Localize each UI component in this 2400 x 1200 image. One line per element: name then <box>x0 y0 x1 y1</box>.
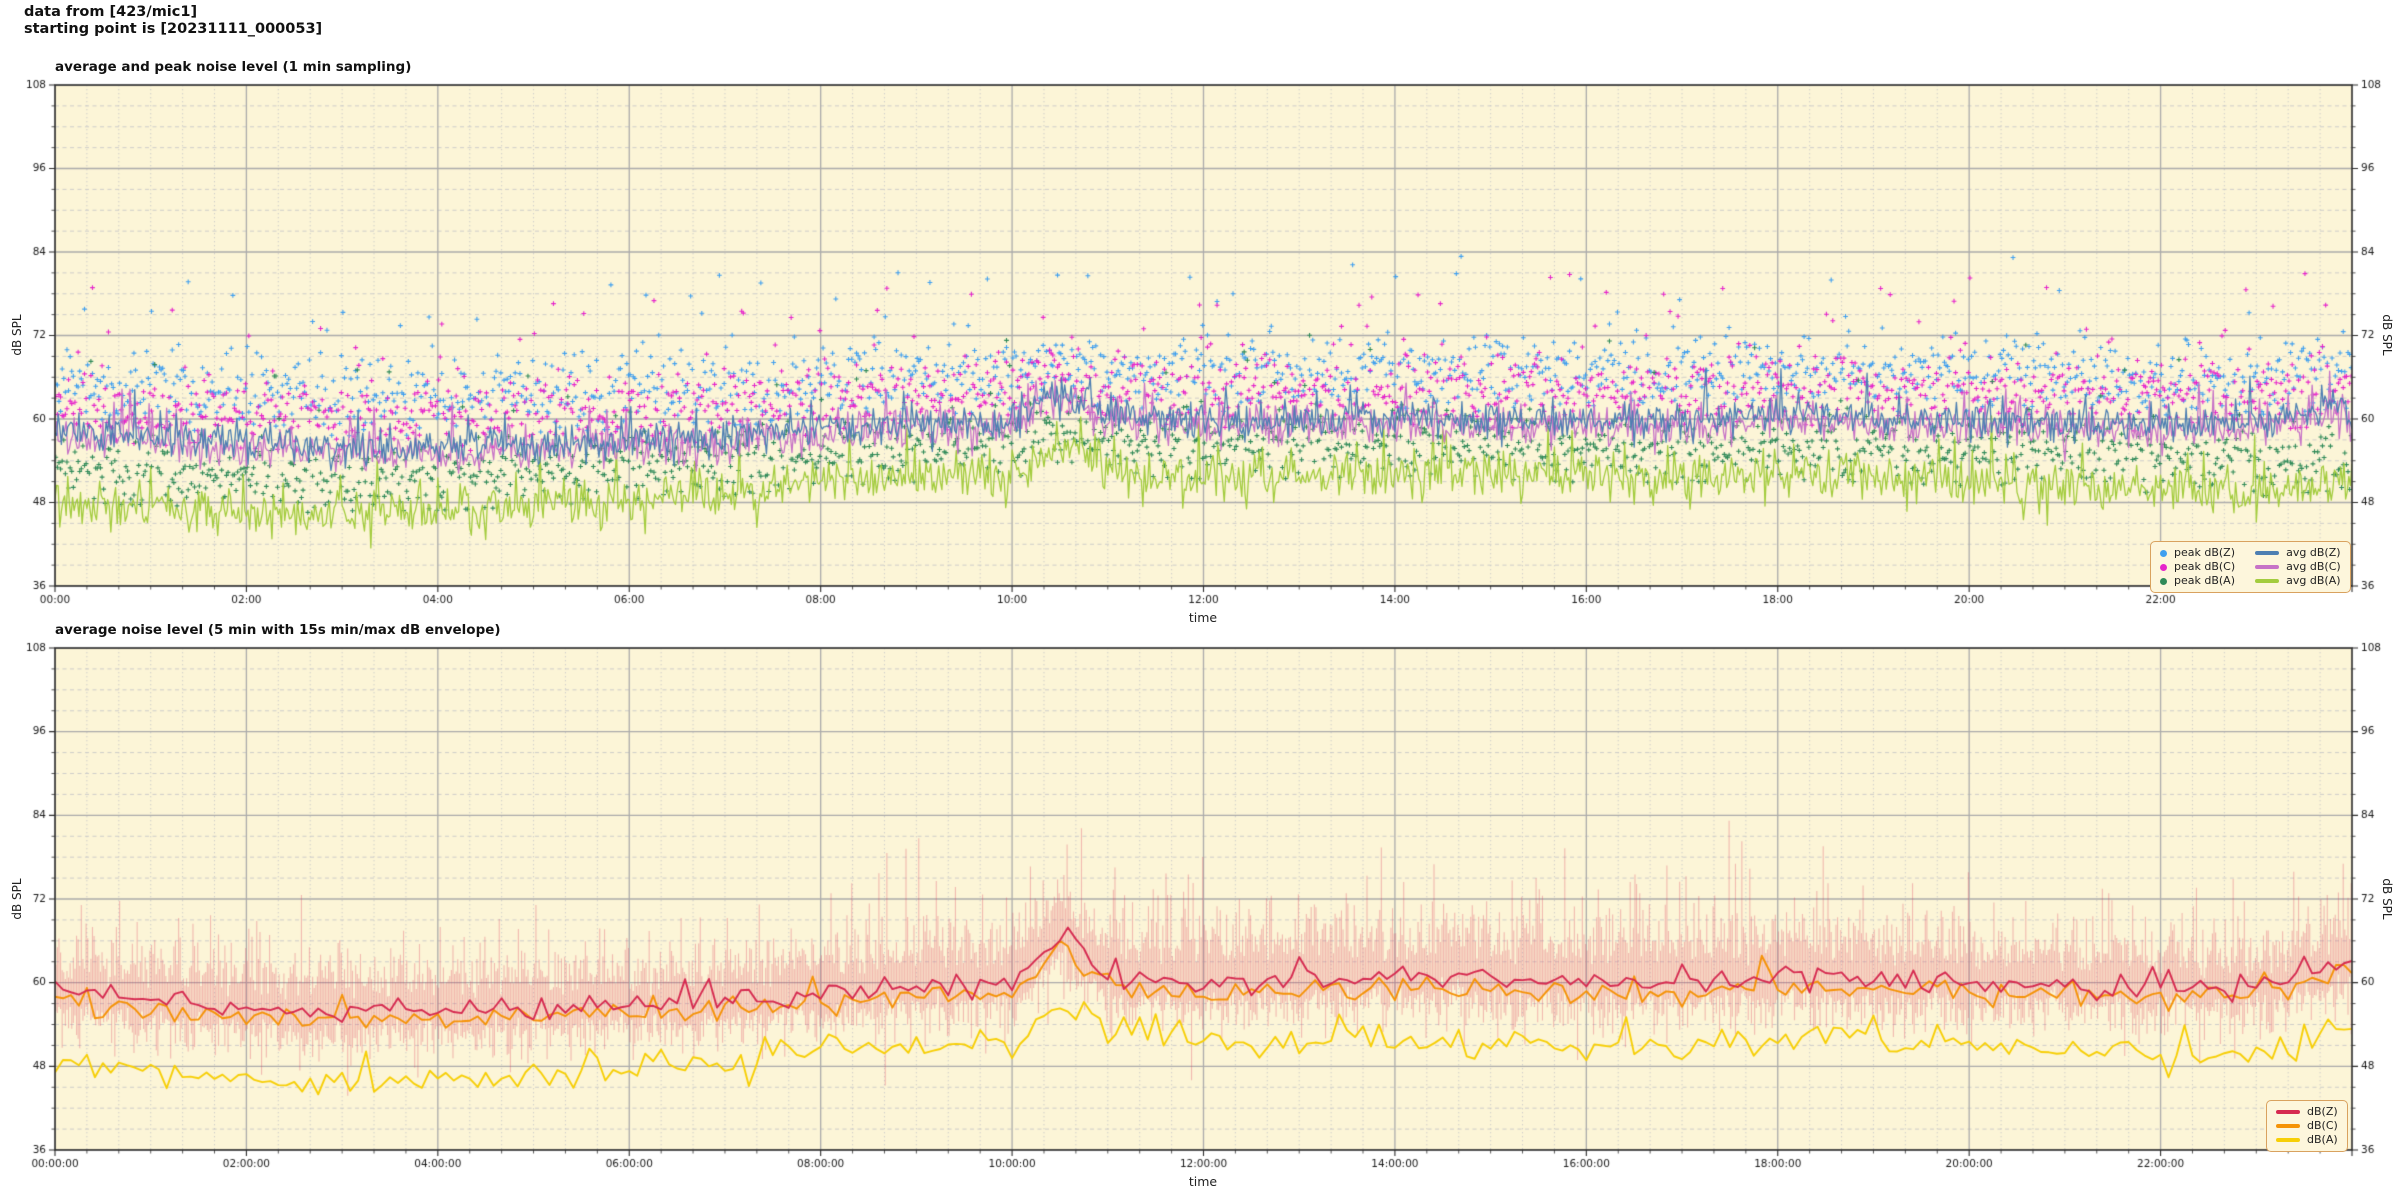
avg-dbc-line-icon <box>2255 565 2280 569</box>
top-chart-title: average and peak noise level (1 min samp… <box>55 59 412 75</box>
dba-line-icon <box>2276 1138 2300 1142</box>
legend-entry-avg-dbz: avg dB(Z) <box>2255 546 2341 560</box>
legend-label-avg-dba: avg dB(A) <box>2286 574 2341 587</box>
legend-label-peak-dbc: peak dB(C) <box>2174 560 2236 573</box>
peak-dba-marker-icon <box>2160 577 2167 585</box>
top-chart-legend: peak dB(Z) avg dB(Z) peak dB(C) avg dB(C… <box>2150 541 2351 593</box>
legend-label-avg-dbz: avg dB(Z) <box>2286 546 2341 559</box>
top-chart-y-axis-label-left: dB SPL <box>10 314 24 356</box>
legend-label-peak-dba: peak dB(A) <box>2174 574 2235 587</box>
header-data-source: data from [423/mic1] <box>24 4 198 20</box>
peak-dbz-marker-icon <box>2160 549 2167 557</box>
legend-label-dbz: dB(Z) <box>2307 1105 2338 1118</box>
bottom-chart-legend: dB(Z) dB(C) dB(A) <box>2266 1100 2348 1152</box>
peak-dbc-marker-icon <box>2160 563 2167 571</box>
legend-label-dba: dB(A) <box>2307 1133 2338 1146</box>
bottom-chart-y-axis-label-left: dB SPL <box>10 878 24 920</box>
legend-label-avg-dbc: avg dB(C) <box>2286 560 2341 573</box>
legend-entry-dbc: dB(C) <box>2276 1119 2338 1133</box>
legend-entry-dbz: dB(Z) <box>2276 1105 2338 1119</box>
legend-entry-peak-dbc: peak dB(C) <box>2160 560 2235 574</box>
avg-dba-line-icon <box>2255 579 2280 583</box>
header-starting-point: starting point is [20231111_000053] <box>24 21 323 37</box>
legend-entry-dba: dB(A) <box>2276 1133 2338 1147</box>
bottom-chart-x-axis-label: time <box>1188 1174 1218 1189</box>
legend-entry-avg-dba: avg dB(A) <box>2255 574 2341 588</box>
top-chart-x-axis-label: time <box>1188 610 1218 625</box>
legend-label-dbc: dB(C) <box>2307 1119 2338 1132</box>
dbz-line-icon <box>2276 1110 2300 1114</box>
bottom-chart-title: average noise level (5 min with 15s min/… <box>55 622 501 638</box>
legend-entry-avg-dbc: avg dB(C) <box>2255 560 2341 574</box>
dbc-line-icon <box>2276 1124 2300 1128</box>
avg-dbz-line-icon <box>2255 551 2280 555</box>
legend-entry-peak-dbz: peak dB(Z) <box>2160 546 2235 560</box>
legend-entry-peak-dba: peak dB(A) <box>2160 574 2235 588</box>
top-chart-y-axis-label-right: dB SPL <box>2380 314 2394 356</box>
bottom-chart-y-axis-label-right: dB SPL <box>2380 878 2394 920</box>
legend-label-peak-dbz: peak dB(Z) <box>2174 546 2236 559</box>
